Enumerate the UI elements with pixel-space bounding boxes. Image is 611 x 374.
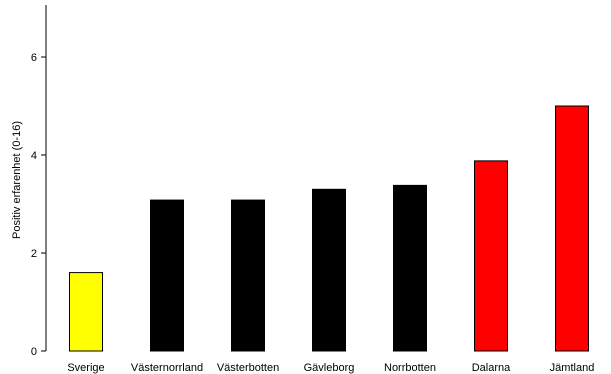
x-tick-label: Norrbotten [384, 362, 436, 374]
x-tick-label: Sverige [67, 362, 104, 374]
y-axis-title: Positiv erfarenhet (0-16) [11, 121, 23, 239]
bars [69, 105, 589, 352]
bar-sverige [69, 272, 103, 352]
x-tick-label: Dalarna [472, 362, 511, 374]
y-tick-label: 2 [31, 248, 37, 260]
bar-gävleborg [312, 188, 346, 352]
bar-norrbotten [393, 184, 427, 352]
x-axis-labels: Sverige Västernorrland Västerbotten Gävlebo… [67, 362, 594, 374]
x-tick-label: Jämtland [550, 362, 595, 374]
bar-jämtland [555, 105, 589, 352]
x-tick-label: Gävleborg [304, 362, 355, 374]
y-axis: 0 2 4 6 [31, 5, 47, 358]
y-tick-label: 6 [31, 52, 37, 64]
bar-dalarna [474, 160, 508, 352]
y-tick-label: 0 [31, 346, 37, 358]
x-tick-label: Västerbotten [217, 362, 279, 374]
x-tick-label: Västernorrland [131, 362, 203, 374]
bar-västernorrland [150, 199, 184, 352]
bar-västerbotten [231, 199, 265, 352]
y-tick-label: 4 [31, 150, 37, 162]
